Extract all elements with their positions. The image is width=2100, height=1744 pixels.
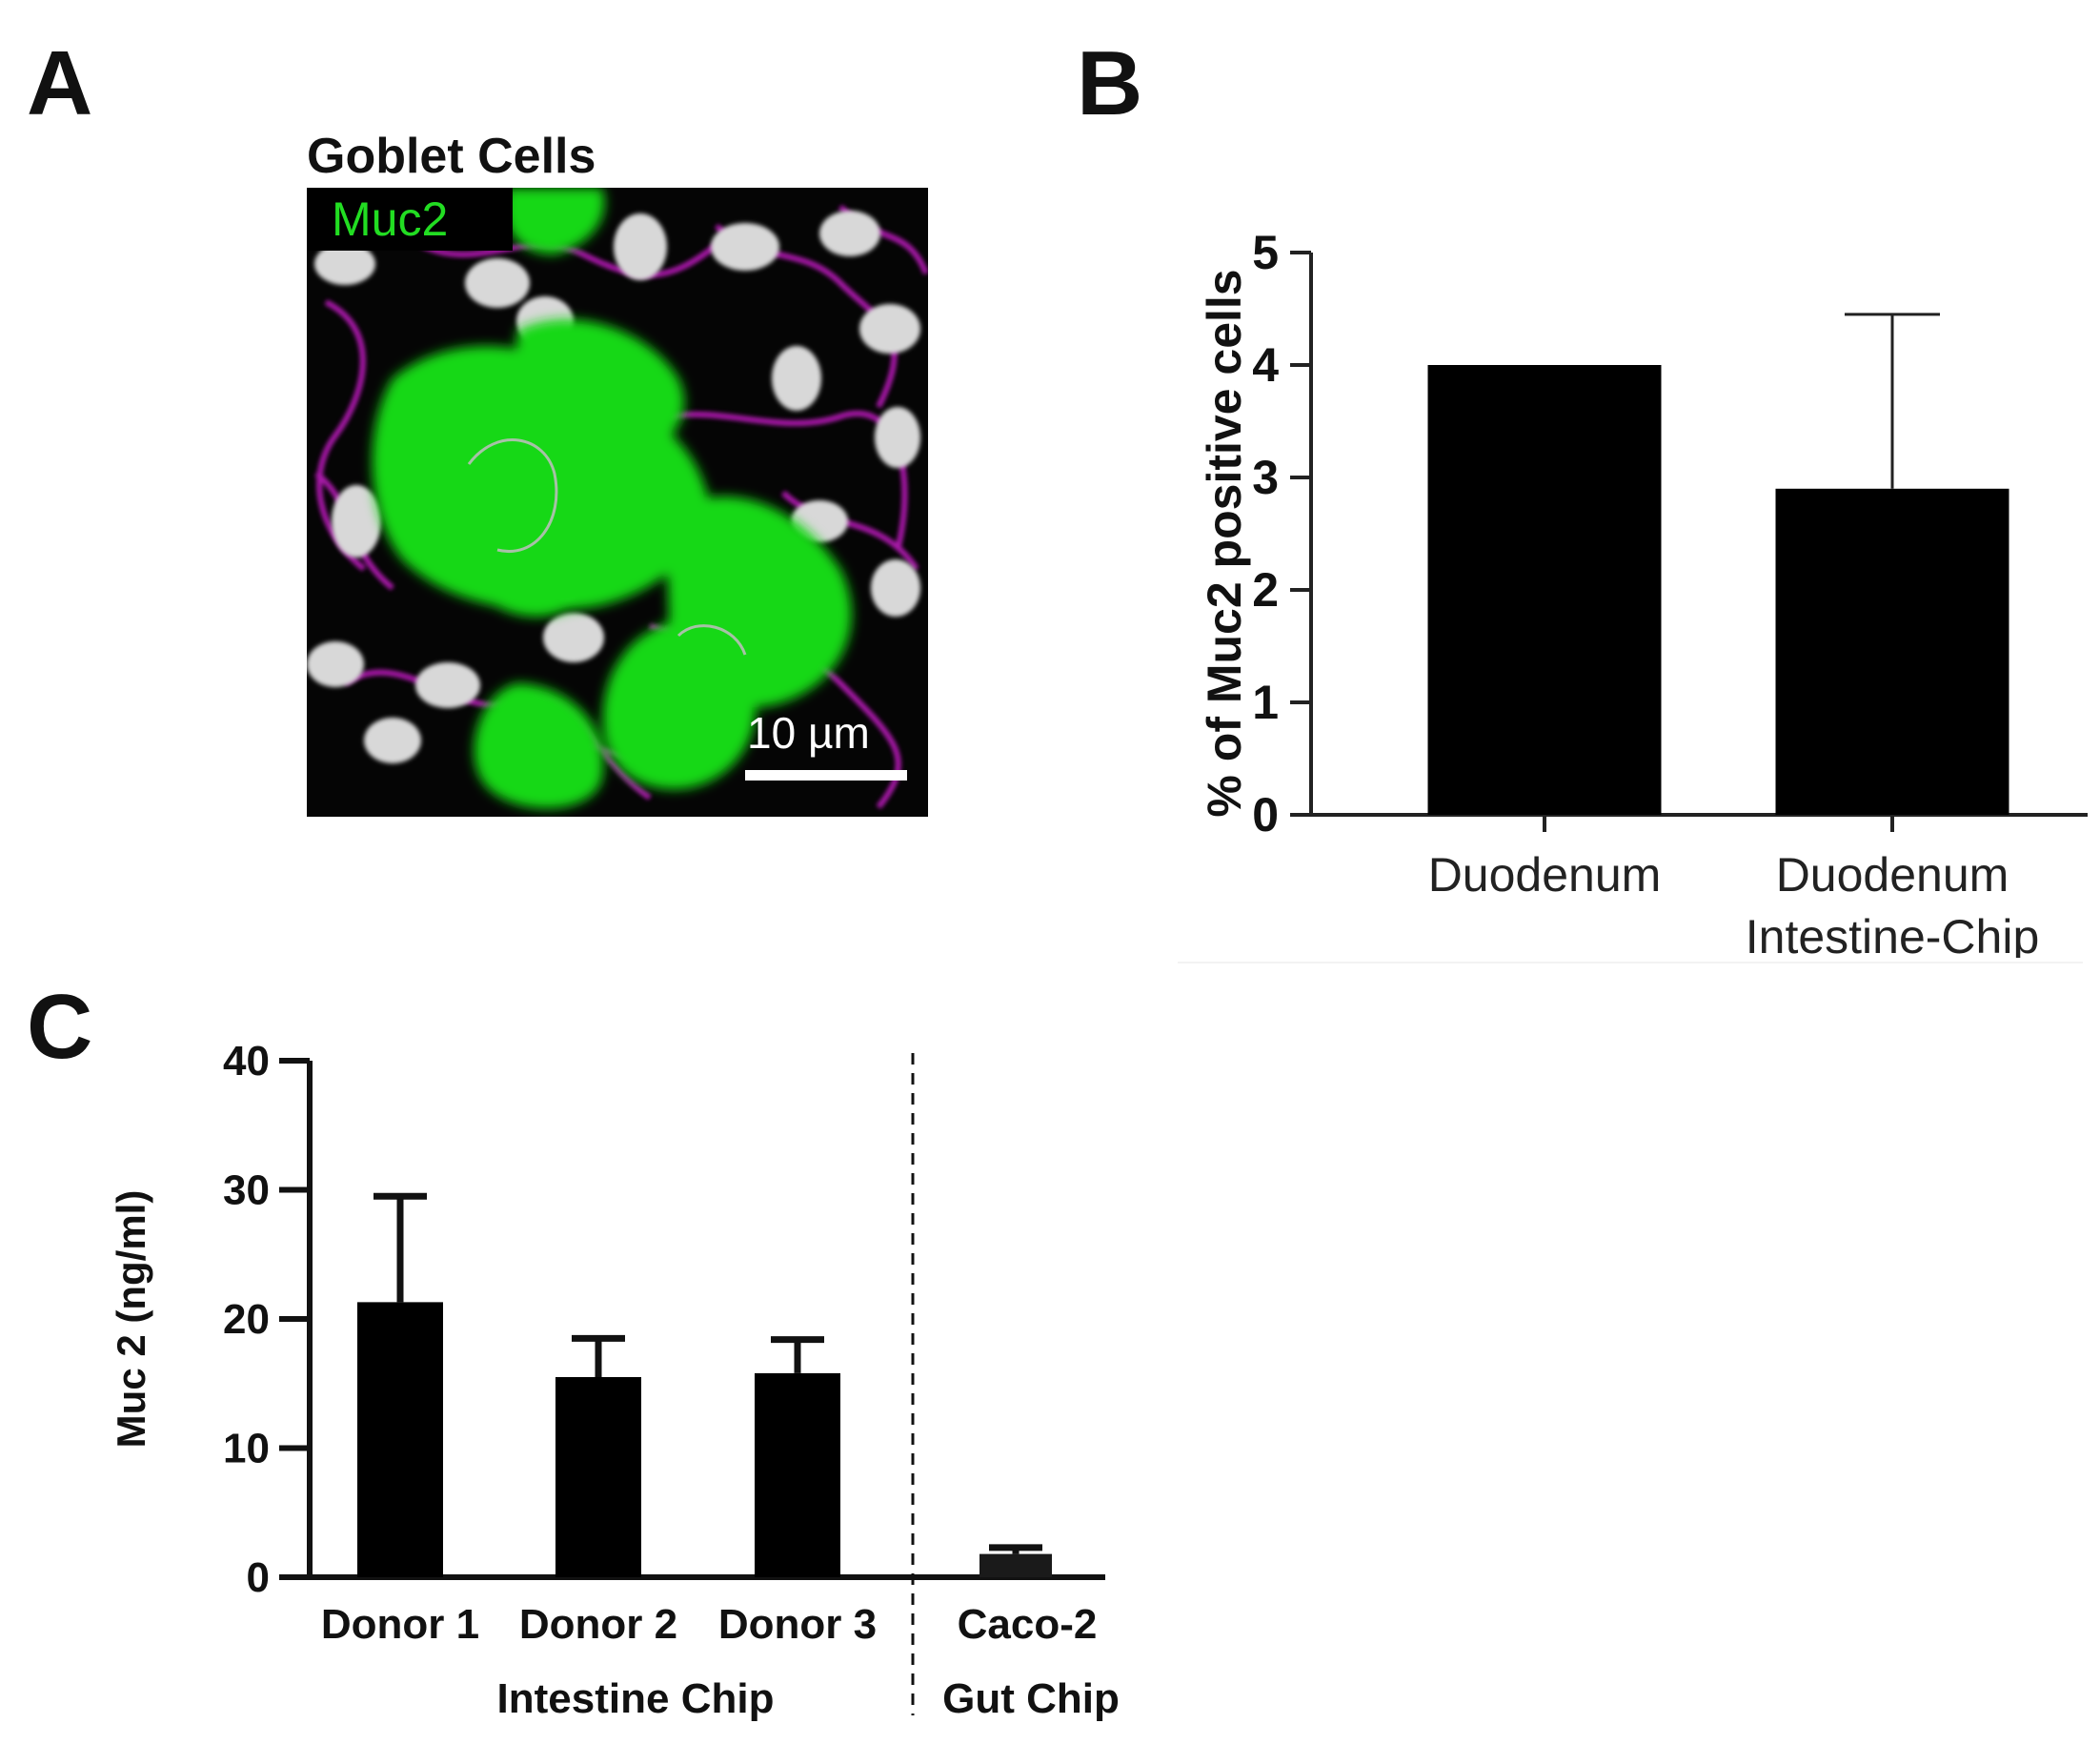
chart-b: 0 1 2 3 4 5% of Muc2 positive cells Duodenum Du… xyxy=(1198,226,2088,958)
goblet-cell-micrograph: Muc2 10 µm xyxy=(307,188,928,817)
y-tick-label: 5 xyxy=(1252,226,1279,279)
micrograph-image xyxy=(307,188,928,817)
category-label: Donor 1 xyxy=(321,1601,479,1648)
bar xyxy=(755,1372,840,1577)
panel-a-letter: A xyxy=(27,32,93,134)
chart-c: 0 10 20 30 40 Muc 2 (ng/ml) Donor 1 Donor 2 Dono… xyxy=(109,1038,1120,1722)
panel-c-letter: C xyxy=(27,976,93,1078)
bar xyxy=(357,1302,443,1577)
category-label: Duodenum xyxy=(1776,848,2009,902)
cell-outline xyxy=(467,438,747,656)
bar xyxy=(979,1553,1052,1577)
category-label: Caco-2 xyxy=(958,1601,1098,1648)
group-label: Intestine Chip xyxy=(497,1675,775,1722)
nuclei-stain xyxy=(307,211,920,763)
y-axis-label: Muc 2 (ng/ml) xyxy=(109,1190,153,1449)
bar xyxy=(555,1376,641,1577)
y-tick-label: 30 xyxy=(223,1167,270,1214)
panel-b-letter: B xyxy=(1077,32,1143,134)
category-label: Duodenum xyxy=(1428,848,1662,902)
scale-bar-label: 10 µm xyxy=(747,708,870,758)
category-label: Donor 2 xyxy=(519,1601,677,1648)
y-axis-label: % of Muc2 positive cells xyxy=(1198,269,1251,817)
channel-label-muc2: Muc2 xyxy=(307,188,513,251)
micrograph-title: Goblet Cells xyxy=(307,129,596,184)
y-tick-label: 0 xyxy=(1252,788,1279,842)
y-tick-label: 10 xyxy=(223,1426,270,1472)
y-tick-label: 1 xyxy=(1252,676,1279,729)
y-tick-label: 3 xyxy=(1252,451,1279,504)
group-label: Gut Chip xyxy=(942,1675,1120,1722)
bar xyxy=(1427,365,1662,815)
panel-b-divider xyxy=(1178,962,2083,963)
y-tick-label: 0 xyxy=(247,1554,270,1601)
y-tick-label: 40 xyxy=(223,1038,270,1085)
category-label: Intestine-Chip xyxy=(1746,910,2040,958)
scale-bar xyxy=(745,770,907,781)
y-tick-label: 2 xyxy=(1252,563,1279,617)
category-label: Donor 3 xyxy=(718,1601,877,1648)
y-tick-label: 4 xyxy=(1252,338,1279,392)
y-tick-label: 20 xyxy=(223,1296,270,1343)
bar xyxy=(1775,488,2009,815)
muc2-stain xyxy=(372,188,852,809)
